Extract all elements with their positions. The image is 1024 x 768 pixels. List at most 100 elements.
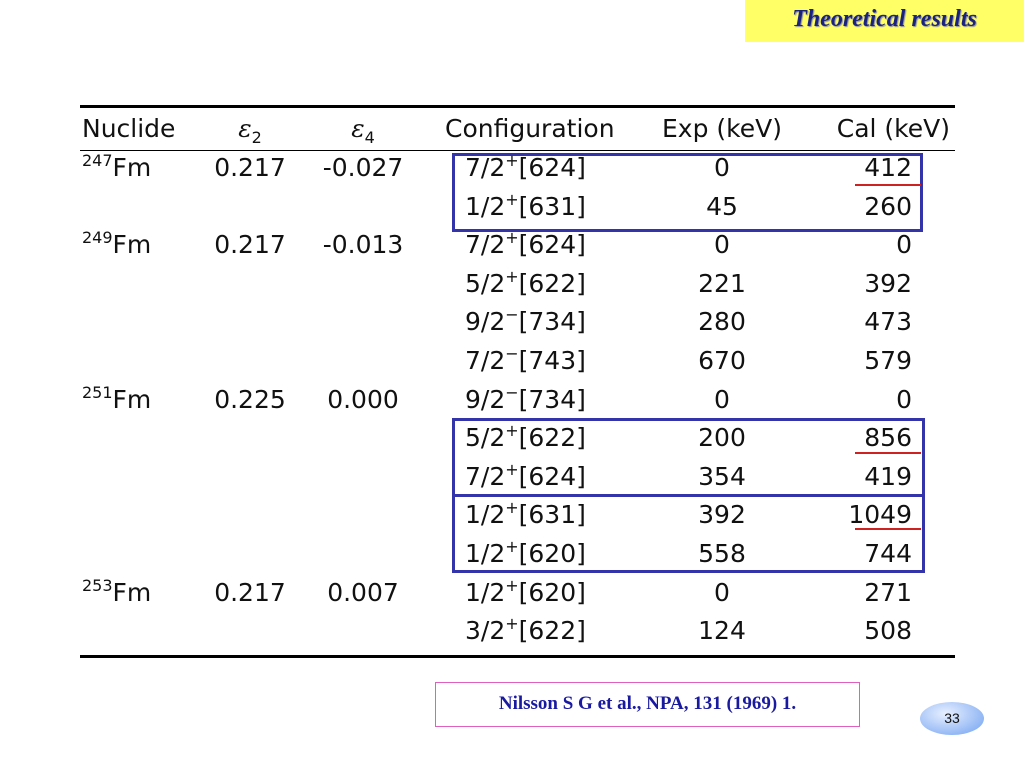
cal-energy: 0 <box>896 385 912 415</box>
underline <box>855 452 921 454</box>
configuration: 7/2+[624] <box>465 153 586 183</box>
parity: + <box>505 421 519 441</box>
slide-title: Theoretical results <box>792 6 977 32</box>
cell-text: 744 <box>864 539 912 568</box>
orbit: [622] <box>518 268 586 298</box>
element: Fm <box>112 153 152 182</box>
table-bottom-rule <box>80 655 955 658</box>
exp-energy: 354 <box>622 462 822 492</box>
cal-energy: 419 <box>864 462 912 492</box>
exp-energy: 0 <box>622 385 822 415</box>
cell-text: -0.013 <box>322 230 404 260</box>
cal-energy: 412 <box>864 153 912 183</box>
cell-text: 670 <box>698 346 746 375</box>
exp-energy: 280 <box>622 307 822 337</box>
configuration: 1/2+[631] <box>465 191 586 222</box>
exp-energy: 392 <box>622 500 822 530</box>
cell-text: 45 <box>706 191 738 221</box>
spin: 1/2 <box>465 500 506 530</box>
cell-text: 856 <box>864 423 912 453</box>
eps4: 0.000 <box>263 385 463 415</box>
highlight-box <box>452 153 923 232</box>
parity: + <box>505 266 519 286</box>
orbit: [624] <box>518 153 586 182</box>
column-header: ε2 <box>150 114 350 146</box>
parity: − <box>505 382 519 402</box>
header-text: Nuclide <box>82 114 176 143</box>
spin: 1/2 <box>465 539 506 568</box>
cell-text: 200 <box>698 423 746 453</box>
nuclide: 249Fm <box>82 230 151 260</box>
orbit: [734] <box>518 307 586 337</box>
parity: − <box>505 305 519 325</box>
element: Fm <box>112 577 152 607</box>
header-symbol: ε <box>351 114 365 143</box>
header-text: Cal (keV) <box>836 114 950 143</box>
orbit: [620] <box>518 539 586 568</box>
cell-text: 558 <box>698 539 746 568</box>
header-text: Exp (keV) <box>662 114 782 143</box>
eps2: 0.225 <box>150 385 350 415</box>
header-symbol: ε <box>238 114 252 143</box>
spin: 7/2 <box>465 153 506 182</box>
table-top-rule <box>80 105 955 108</box>
citation: Nilsson S G et al., NPA, 131 (1969) 1. <box>498 693 797 714</box>
mass-number: 249 <box>82 228 113 248</box>
cell-text: 271 <box>864 577 912 607</box>
exp-energy: 558 <box>622 539 822 569</box>
cell-text: 221 <box>698 268 746 298</box>
cell-text: 0 <box>714 384 730 414</box>
exp-energy: 0 <box>622 153 822 183</box>
cell-text: 0 <box>714 230 730 260</box>
element: Fm <box>112 230 152 260</box>
header-subscript: 4 <box>364 128 375 147</box>
title-box <box>745 0 1024 42</box>
cell-text: 412 <box>864 153 912 182</box>
cell-text: 0.007 <box>327 577 399 607</box>
cal-energy: 508 <box>864 616 912 646</box>
page-number: 33 <box>944 710 960 726</box>
exp-energy: 670 <box>622 346 822 376</box>
cell-text: 0.217 <box>214 577 286 607</box>
orbit: [631] <box>518 191 586 221</box>
cell-text: 0 <box>714 153 730 182</box>
spin: 9/2 <box>465 384 506 414</box>
eps4: 0.007 <box>263 578 463 608</box>
orbit: [734] <box>518 384 586 414</box>
cal-energy: 579 <box>864 346 912 376</box>
underline <box>855 184 921 186</box>
eps2: 0.217 <box>150 153 350 183</box>
cell-text: 0 <box>714 577 730 607</box>
mass-number: 251 <box>82 382 113 402</box>
exp-energy: 221 <box>622 269 822 299</box>
cell-text: 392 <box>698 500 746 530</box>
nuclide: 253Fm <box>82 577 152 608</box>
cell-text: 0.225 <box>214 384 286 414</box>
configuration: 3/2+[622] <box>465 616 586 646</box>
spin: 7/2 <box>465 346 506 375</box>
cell-text: 419 <box>864 461 912 491</box>
exp-energy: 200 <box>622 423 822 453</box>
eps2: 0.217 <box>150 578 350 608</box>
column-header: Configuration <box>445 114 615 144</box>
cell-text: 280 <box>698 307 746 337</box>
cal-energy: 392 <box>864 269 912 299</box>
cal-energy: 260 <box>864 192 912 222</box>
spin: 1/2 <box>465 577 506 607</box>
cell-text: 392 <box>864 268 912 298</box>
parity: + <box>505 537 519 556</box>
nuclide: 247Fm <box>82 153 151 183</box>
cell-text: 473 <box>864 307 912 337</box>
cal-energy: 0 <box>896 230 912 260</box>
parity: + <box>505 228 519 248</box>
column-header: Exp (keV) <box>622 114 822 144</box>
cell-text: -0.027 <box>322 153 404 182</box>
cell-text: 508 <box>864 616 912 646</box>
cell-text: 0.000 <box>327 384 399 414</box>
eps4: -0.013 <box>263 230 463 260</box>
configuration: 9/2−[734] <box>465 307 586 337</box>
nuclide: 251Fm <box>82 382 151 415</box>
cell-text: 579 <box>864 346 912 375</box>
parity: + <box>505 498 519 518</box>
